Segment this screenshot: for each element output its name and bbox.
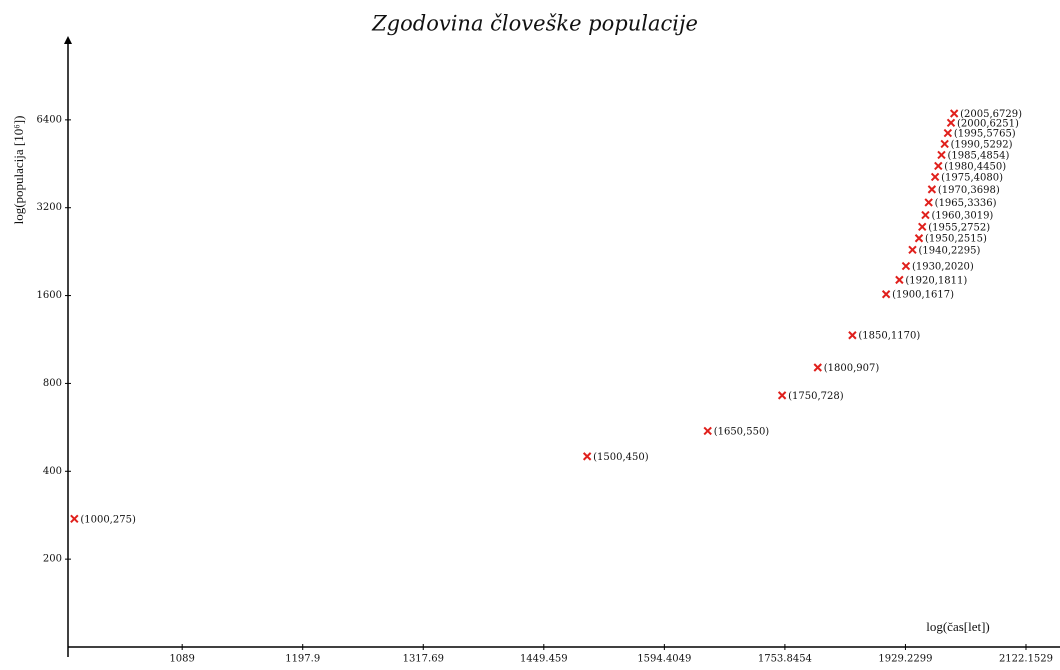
point — [777, 391, 787, 400]
x-tick-label: 1197.9 — [285, 654, 320, 665]
point — [70, 514, 79, 523]
data-label: (1940,2295) — [918, 245, 980, 256]
x-axis-label: log(čas[let]) — [926, 619, 990, 634]
point — [943, 128, 953, 138]
data-label: (1800,907) — [824, 363, 880, 374]
data-label: (2005,6729) — [960, 109, 1022, 120]
x-tick-label: 2122.1529 — [999, 654, 1053, 665]
point — [895, 275, 904, 285]
point — [940, 139, 949, 149]
x-tick-label: 1317.69 — [403, 654, 444, 665]
point — [881, 290, 891, 299]
data-label: (1920,1811) — [905, 275, 967, 286]
y-tick-label: 6400 — [37, 114, 62, 125]
data-label: (1985,4854) — [947, 150, 1009, 161]
point — [582, 452, 592, 461]
point — [848, 331, 857, 340]
y-axis-label: log(populacija [10⁶]) — [11, 116, 26, 225]
point — [924, 198, 933, 207]
data-label: (1995,5765) — [954, 129, 1016, 140]
data-label: (1900,1617) — [892, 290, 954, 301]
point — [918, 222, 927, 232]
data-label: (1650,550) — [714, 426, 770, 437]
x-tick-label: 1449.459 — [520, 654, 568, 665]
point — [813, 363, 822, 372]
point — [703, 426, 712, 436]
point — [934, 161, 943, 171]
data-label: (1990,5292) — [951, 139, 1013, 150]
point — [914, 234, 924, 243]
chart-title: Zgodovina človeške populacije — [371, 12, 698, 36]
point — [908, 245, 917, 255]
y-tick-label: 1600 — [37, 290, 62, 301]
point — [949, 109, 959, 118]
data-label: (1955,2752) — [928, 222, 990, 233]
y-tick-label: 200 — [43, 554, 62, 565]
data-label: (1950,2515) — [925, 234, 987, 245]
data-label: (1970,3698) — [938, 185, 1000, 196]
point — [927, 185, 937, 194]
x-tick-label: 1089 — [169, 654, 194, 665]
data-label: (1000,275) — [80, 514, 136, 525]
data-label: (1750,728) — [788, 391, 844, 402]
x-tick-label: 1594.4049 — [637, 654, 691, 665]
data-label: (1500,450) — [593, 452, 649, 463]
point — [930, 172, 940, 182]
y-axis-arrow — [64, 36, 72, 44]
point — [946, 118, 956, 128]
point — [937, 150, 946, 160]
x-tick-label: 1929.2299 — [878, 654, 932, 665]
data-label: (1850,1170) — [858, 331, 920, 342]
point — [921, 210, 930, 220]
data-label: (2000,6251) — [957, 118, 1019, 129]
data-label: (1960,3019) — [931, 211, 993, 222]
data-label: (1975,4080) — [941, 172, 1003, 183]
y-tick-label: 3200 — [37, 202, 62, 213]
data-label: (1930,2020) — [912, 262, 974, 273]
x-tick-label: 1753.8454 — [758, 654, 812, 665]
point — [901, 261, 911, 271]
y-tick-label: 400 — [43, 466, 62, 477]
data-label: (1980,4450) — [944, 161, 1006, 172]
y-tick-label: 800 — [43, 378, 62, 389]
data-label: (1965,3336) — [935, 198, 997, 209]
